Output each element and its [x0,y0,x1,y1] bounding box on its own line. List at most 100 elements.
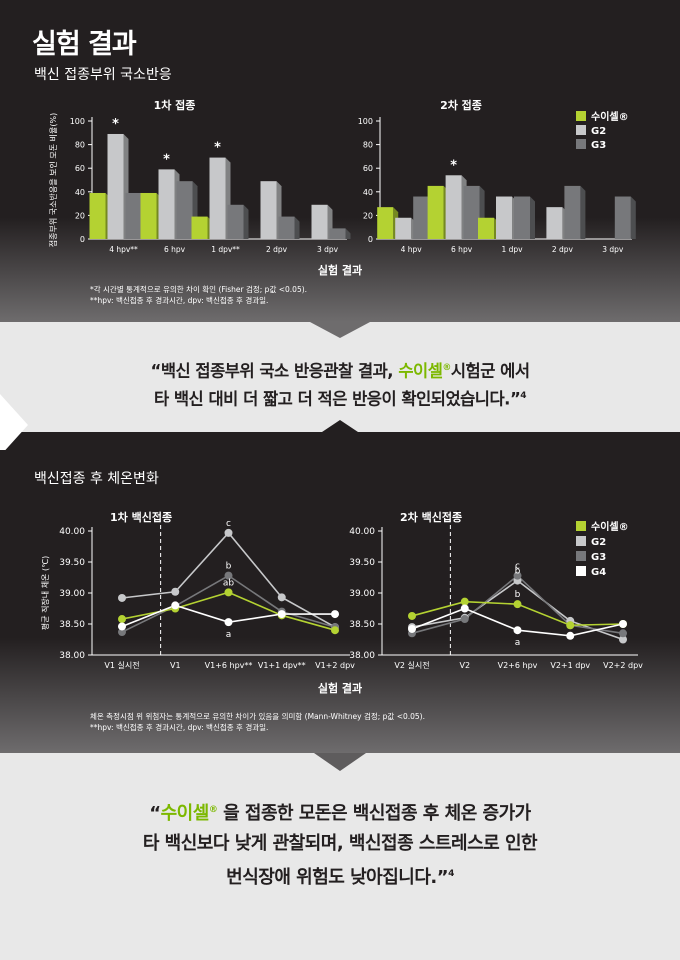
bar [514,196,530,239]
data-point [224,571,233,580]
local-note-2: **hpv: 백신접종 후 경과시간, dpv: 백신접종 후 경과일. [90,295,268,305]
temp-note-2: **hpv: 백신접종 후 경과시간, dpv: 백신접종 후 경과일. [90,722,268,732]
legend-swatch-local [576,111,586,121]
bar [176,181,193,239]
significance-letter: ab [223,578,235,588]
data-point [118,628,126,637]
data-point [118,593,126,602]
bar [395,217,412,239]
line-chart-title-2: 1차 백신접종 [110,510,172,524]
panel-notch-2 [314,753,366,771]
quote-2-brand: 수이셀 [160,803,210,824]
legend-label-local: G2 [591,126,606,137]
legend-label-local: G3 [591,140,606,151]
bar [89,192,106,239]
bar [125,192,142,239]
significance-letter: c [515,562,520,572]
significance-star: * [112,117,119,132]
quote-1: “백신 접종부위 국소 반응관찰 결과, 수이셀®시험군 에서 타 백신 대비 … [0,356,680,411]
bar-side [580,185,586,239]
data-point [224,528,233,537]
section-temperature-title: 백신접종 후 체온변화 [34,471,159,487]
data-point [277,593,286,602]
x-tick-label-0: 2 dpv [266,245,288,254]
line-chart-2: 1차 백신접종 38.00 38.50 39.00 39.50 40.00 V1 실시전 V1… [40,510,355,670]
bar [413,196,430,239]
bar [209,157,226,239]
bar [311,204,328,239]
y-tick-label-1: 20 [363,211,373,220]
y-tick-label-2: 39.50 [59,558,85,568]
data-point [460,615,469,624]
legend-swatch-temp [576,566,586,576]
data-point [331,626,339,635]
bar [564,185,581,239]
x-tick-label-3: V2 [459,661,470,670]
data-point [619,629,627,638]
data-point [460,597,469,606]
data-point [566,631,575,640]
data-point [408,611,416,620]
quote-2-line3: 번식장애 위험도 낮아집니다.” [226,867,449,888]
y-axis-label-2: 평균 직장내 체온 (℃) [40,556,50,630]
y-tick-label-1: 100 [358,117,373,126]
legend-swatch-local [576,125,586,135]
significance-star: * [163,152,170,167]
quote-2-reference: 4 [448,869,454,879]
data-point [513,571,522,580]
data-point [277,610,286,619]
x-tick-label-3: V2+2 dpv [603,661,643,670]
y-tick-label-1: 40 [363,188,373,197]
y-tick-label-2: 38.50 [59,620,85,630]
bar-side [243,204,249,239]
significance-letter: a [226,630,232,640]
data-point [619,620,627,628]
legend-swatch-temp [576,551,586,561]
bar [496,196,512,239]
significance-star: * [214,141,221,156]
significance-star: * [450,158,457,173]
bar-side [345,228,351,239]
temperature-panel: 실험 결과 체온 측정시점 위 위첨자는 통계적으로 유의한 차이가 있음을 의… [0,497,680,753]
data-point [118,615,126,624]
legend-label-temp: G2 [591,537,606,548]
y-tick-label-3: 40.00 [349,527,375,537]
legend-swatch-temp [576,536,586,546]
y-tick-label-0: 20 [75,211,85,220]
y-tick-label-0: 80 [75,141,85,150]
data-point [513,626,522,635]
temp-note-1: 체온 측정시점 위 위첨자는 통계적으로 유의한 차이가 있음을 의미함 (Ma… [90,711,425,721]
notch-down-arrow-2 [314,753,366,771]
x-tick-label-1: 4 hpv [401,245,423,254]
y-tick-label-3: 39.50 [349,558,375,568]
quote-2-line2: 타 백신보다 낮게 관찰되며, 백신접종 스트레스로 인한 [142,833,538,854]
line-chart-3: 2차 백신접종 38.00 38.50 39.00 39.50 40.00 V2 실시전 V2… [349,510,643,670]
data-point [171,601,180,610]
y-tick-label-0: 40 [75,188,85,197]
x-tick-label-2: V1+2 dpv [315,661,355,670]
x-tick-label-1: 3 dpv [602,245,624,254]
bar [278,216,295,239]
quote-band-2: “수이셀® 을 접종한 모돈은 백신접종 후 체온 증가가 타 백신보다 낮게 … [0,753,680,960]
y-tick-label-0: 60 [75,164,85,173]
quote-2-line1-end: 을 접종한 모돈은 백신접종 후 체온 증가가 [217,803,531,824]
legend-label-local: 수이셀® [591,110,629,123]
x-tick-label-2: V1 실시전 [104,660,139,670]
notch-down-arrow [310,322,370,338]
bar [158,169,175,239]
notch-up-arrow [322,420,358,432]
significance-letter: b [226,562,232,572]
quote-1-line1-end: 시험군 에서 [450,361,530,381]
bar [614,196,631,239]
bar [107,133,124,239]
data-point [224,618,233,627]
data-point [331,610,339,619]
legend-swatch-temp [576,521,586,531]
y-tick-label-1: 80 [363,141,373,150]
bar-side [530,196,535,239]
bar [463,185,480,239]
data-point [224,588,233,597]
page-title: 실험 결과 [32,29,137,60]
data-point [118,622,126,631]
data-point [171,587,180,596]
